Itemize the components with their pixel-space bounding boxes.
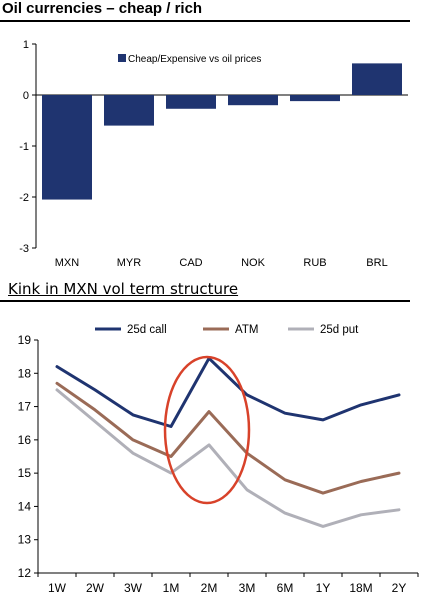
line-chart-title-rule [0,300,410,302]
line-x-tick-label: 1Y [316,581,331,595]
bar-myr [104,95,154,126]
line-x-tick-label: 2Y [392,581,407,595]
line-y-tick-label: 16 [18,433,32,447]
bar-legend-swatch [118,54,126,62]
series-line-25d-put [55,388,401,528]
line-x-tick-label: 3M [239,581,256,595]
bar-y-tick-label: -1 [19,141,29,153]
kink-highlight-ellipse [163,355,251,505]
line-legend-label: 25d call [127,324,167,336]
bar-x-tick-label: RUB [303,257,326,269]
bar-x-tick-label: BRL [366,257,387,269]
bar-y-tick-label: -3 [19,243,29,255]
bar-x-tick-label: MXN [55,257,80,269]
line-chart-title: Kink in MXN vol term structure [8,280,239,298]
line-x-tick-label: 6M [277,581,294,595]
bar-cad [166,95,216,109]
line-y-tick-label: 19 [18,333,32,347]
line-y-tick-label: 14 [18,499,32,513]
line-x-tick-label: 1M [163,581,180,595]
bar-brl [352,63,402,95]
series-line-atm [55,381,401,495]
bar-nok [228,95,278,106]
bar-chart-title: Oil currencies – cheap / rich [2,0,203,17]
bar-x-tick-label: CAD [179,257,202,269]
series-line-25d-call [55,356,401,428]
bar-mxn [42,95,92,200]
bar-y-tick-label: 1 [23,39,29,51]
bar-y-tick-label: -2 [19,192,29,204]
line-x-tick-label: 2M [201,581,218,595]
line-x-tick-label: 3W [124,581,143,595]
line-y-tick-label: 17 [18,400,32,414]
line-x-tick-label: 18M [349,581,372,595]
bar-x-tick-label: MYR [117,257,142,269]
line-y-tick-label: 13 [18,533,32,547]
bar-rub [290,95,340,102]
line-y-tick-label: 15 [18,466,32,480]
line-legend-label: 25d put [320,324,359,336]
line-y-tick-label: 12 [18,566,32,580]
bar-x-tick-label: NOK [241,257,266,269]
bar-y-tick-label: 0 [23,90,29,102]
line-legend-label: ATM [235,324,258,336]
bar-legend-label: Cheap/Expensive vs oil prices [128,54,261,65]
bar-chart-title-rule [0,20,410,22]
line-y-tick-label: 18 [18,366,32,380]
line-x-tick-label: 1W [48,581,67,595]
line-x-tick-label: 2W [86,581,105,595]
